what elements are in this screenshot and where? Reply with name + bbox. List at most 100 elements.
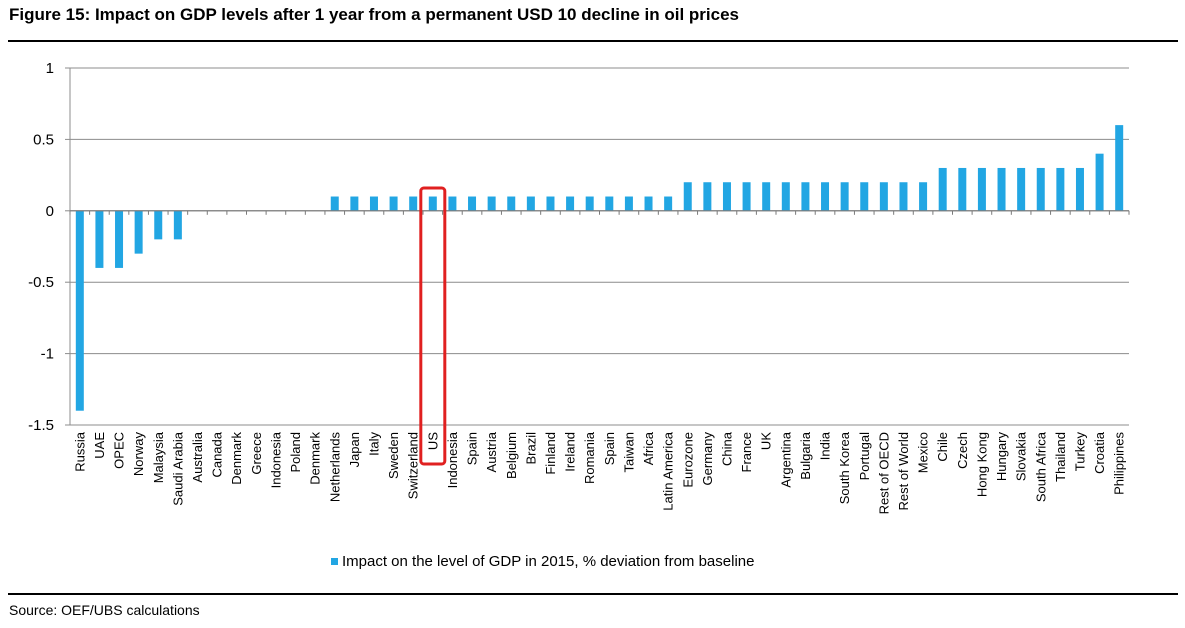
x-tick-label: Rest of OECD (876, 432, 891, 514)
y-tick-label: 0.5 (33, 131, 54, 148)
legend-swatch (331, 558, 338, 565)
bar (664, 196, 673, 211)
bar (879, 182, 888, 211)
x-tick-label: Saudi Arabia (170, 431, 185, 505)
x-tick-label: US (425, 432, 440, 450)
x-tick-label: Spain (602, 432, 617, 465)
gridlines (70, 67, 1129, 426)
bar (1056, 167, 1065, 211)
x-tick-label: Indonesia (445, 431, 460, 488)
bar (938, 167, 947, 211)
x-tick-label: Italy (366, 432, 381, 456)
x-tick-label: Denmark (308, 432, 323, 485)
x-tick-label: Germany (700, 432, 715, 486)
x-tick-label: Croatia (1092, 431, 1107, 474)
x-tick-label: South Korea (837, 431, 852, 504)
bar (566, 196, 575, 211)
x-tick-label: Malaysia (151, 431, 166, 483)
x-tick-label: Denmark (229, 432, 244, 485)
bar (958, 167, 967, 211)
x-tick-label: UK (759, 432, 774, 450)
bar (134, 210, 143, 254)
x-tick-label: Australia (190, 431, 205, 482)
top-rule (8, 40, 1178, 42)
x-tick-label: Austria (484, 431, 499, 472)
x-tick-label: Sweden (386, 432, 401, 479)
bar (801, 182, 810, 211)
bar (369, 196, 378, 211)
bar (683, 182, 692, 211)
bar (1036, 167, 1045, 211)
bar (840, 182, 849, 211)
bar (1075, 167, 1084, 211)
y-tick-label: 0 (46, 203, 54, 220)
bar (1017, 167, 1026, 211)
x-tick-label: China (719, 431, 734, 466)
y-tick-label: -1 (41, 346, 54, 363)
x-tick-label: OPEC (112, 432, 127, 469)
x-tick-label: Bulgaria (798, 431, 813, 479)
x-tick-label: UAE (92, 432, 107, 459)
x-tick-label: Argentina (778, 431, 793, 487)
bar (409, 196, 418, 211)
bar (526, 196, 535, 211)
x-tick-label: Poland (288, 432, 303, 472)
x-tick-label: Thailand (1053, 432, 1068, 482)
bars (75, 125, 1124, 411)
bar (1115, 125, 1124, 211)
y-axis: 1 0.5 0 -0.5 -1 -1.5 (28, 60, 71, 434)
bar (95, 210, 104, 268)
bar (722, 182, 731, 211)
x-tick-label: Belgium (504, 432, 519, 479)
bar (75, 210, 84, 411)
x-tick-label: Rest of World (896, 432, 911, 511)
x-tick-label: South Africa (1033, 431, 1048, 502)
bar-chart: 1 0.5 0 -0.5 -1 -1.5 Russia UAE OPEC Norway Malay… (28, 60, 1130, 514)
x-tick-label: Finland (543, 432, 558, 475)
x-tick-label: Switzerland (406, 432, 421, 499)
x-tick-label: Spain (465, 432, 480, 465)
x-tick-label: Taiwan (621, 432, 636, 472)
legend: Impact on the level of GDP in 2015, % de… (331, 553, 754, 570)
x-tick-label: Russia (72, 431, 87, 472)
bar (860, 182, 869, 211)
bottom-rule (8, 593, 1178, 595)
y-tick-label: 1 (46, 60, 54, 77)
bar (389, 196, 398, 211)
bar (173, 210, 182, 240)
x-tick-label: Hungary (994, 432, 1009, 482)
x-tick-label: Turkey (1072, 432, 1087, 472)
y-tick-label: -1.5 (28, 417, 54, 434)
x-tick-label: France (739, 432, 754, 472)
bar (919, 182, 928, 211)
x-tick-label: Greece (249, 432, 264, 475)
x-tick-label: Canada (210, 431, 225, 477)
figure-title: Figure 15: Impact on GDP levels after 1 … (9, 5, 739, 24)
x-tick-label: Latin America (661, 431, 676, 511)
highlight (419, 186, 447, 466)
x-tick-label: Czech (955, 432, 970, 469)
x-tick-label: Japan (347, 432, 362, 467)
us-highlight-box (419, 186, 447, 466)
bar (546, 196, 555, 211)
bar (350, 196, 359, 211)
bar (428, 196, 437, 211)
bar (448, 196, 457, 211)
bar (1095, 153, 1104, 211)
bar (997, 167, 1006, 211)
x-axis (69, 210, 1130, 215)
x-tick-label: Slovakia (1014, 431, 1029, 481)
bar (762, 182, 771, 211)
bar (899, 182, 908, 211)
bar (821, 182, 830, 211)
bar (644, 196, 653, 211)
x-tick-label: Romania (582, 431, 597, 484)
bar (154, 210, 163, 240)
x-tick-labels: Russia UAE OPEC Norway Malaysia Saudi Arabia A… (72, 431, 1126, 514)
x-tick-label: Mexico (916, 432, 931, 473)
bar (781, 182, 790, 211)
bar (605, 196, 614, 211)
bar (585, 196, 594, 211)
bar (468, 196, 477, 211)
x-tick-label: Indonesia (268, 431, 283, 488)
